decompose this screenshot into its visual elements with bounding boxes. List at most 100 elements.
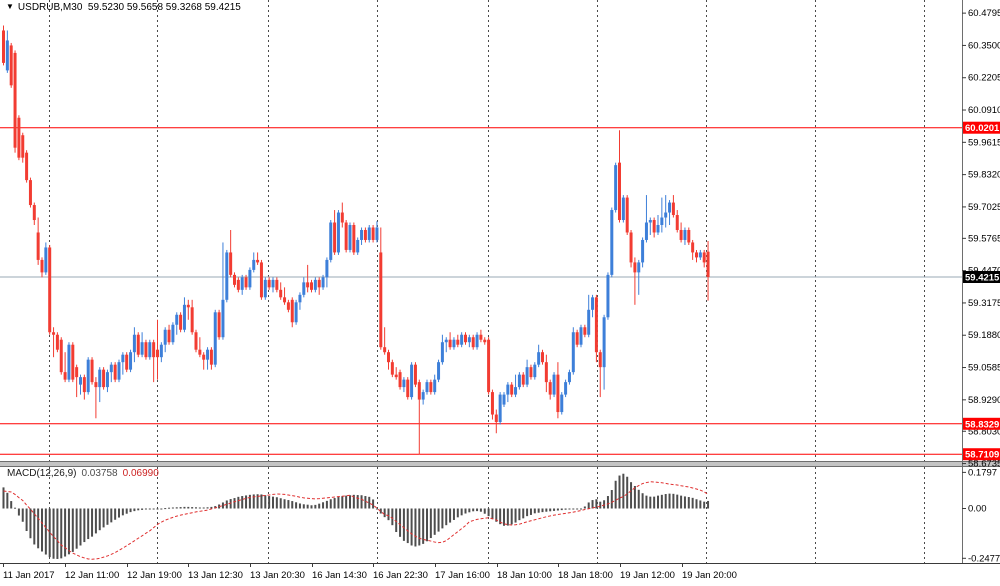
- price-axis-label[interactable]: 59.8320: [968, 170, 1000, 181]
- candle-body: [367, 227, 371, 240]
- candle-body: [487, 339, 491, 393]
- macd-axis-label[interactable]: 0.00: [968, 504, 987, 515]
- macd-histogram-bar: [21, 508, 24, 522]
- candle-body: [240, 277, 244, 290]
- macd-histogram-bar: [568, 508, 571, 510]
- candle-body: [248, 269, 252, 288]
- price-axis-label[interactable]: 60.3500: [968, 40, 1000, 51]
- price-axis-label[interactable]: 59.5765: [968, 233, 1000, 244]
- macd-histogram-bar: [491, 508, 494, 520]
- candle-body: [140, 342, 144, 355]
- time-axis-label[interactable]: 13 Jan 12:30: [188, 570, 243, 581]
- time-axis-label[interactable]: 19 Jan 12:00: [620, 570, 675, 581]
- candle-body: [348, 225, 352, 250]
- time-axis-label[interactable]: 11 Jan 2017: [3, 570, 55, 581]
- candle-body: [333, 222, 337, 253]
- candle-body: [398, 372, 402, 388]
- candle-body: [148, 342, 152, 358]
- time-axis-label[interactable]: 12 Jan 11:00: [65, 570, 119, 581]
- macd-histogram-bar: [514, 508, 517, 523]
- candle-body: [467, 337, 471, 343]
- macd-histogram-bar: [183, 506, 186, 509]
- candle-body: [283, 297, 287, 303]
- macd-histogram-bar: [379, 508, 382, 514]
- candle-body: [494, 414, 498, 423]
- macd-histogram-bar: [48, 508, 51, 558]
- candle-body: [371, 227, 375, 240]
- macd-histogram-bar: [268, 496, 271, 509]
- time-axis-label[interactable]: 18 Jan 18:00: [558, 570, 613, 581]
- candle-body: [698, 252, 702, 258]
- macd-histogram-bar: [456, 508, 459, 518]
- candle-body: [113, 364, 117, 380]
- macd-main-value: 0.03758: [81, 468, 118, 479]
- macd-histogram-bar: [418, 508, 421, 546]
- price-axis-label[interactable]: 60.0910: [968, 105, 1000, 116]
- macd-histogram-bar: [437, 508, 440, 532]
- candle-body: [521, 374, 525, 385]
- candle-body: [152, 342, 156, 358]
- time-axis-label[interactable]: 16 Jan 22:30: [373, 570, 428, 581]
- price-axis-label[interactable]: 58.9290: [968, 395, 1000, 406]
- macd-histogram-bar: [391, 508, 394, 526]
- candle-body: [510, 384, 514, 395]
- time-axis-label[interactable]: 12 Jan 19:00: [127, 570, 182, 581]
- candle-body: [375, 227, 379, 240]
- price-axis-label[interactable]: 58.6735: [968, 459, 1000, 470]
- price-axis-label[interactable]: 58.8030: [968, 426, 1000, 437]
- candle-body: [2, 30, 5, 63]
- price-axis-label[interactable]: 59.9615: [968, 137, 1000, 148]
- macd-histogram-bar: [279, 498, 282, 509]
- pane-splitter-handle[interactable]: [0, 462, 1000, 466]
- macd-histogram-bar: [52, 508, 55, 559]
- candle-body: [202, 354, 206, 360]
- candle-body: [17, 117, 21, 158]
- price-axis-label[interactable]: 60.2205: [968, 73, 1000, 84]
- macd-histogram-bar: [429, 508, 432, 539]
- macd-histogram-bar: [137, 508, 140, 511]
- time-axis-label[interactable]: 17 Jan 16:00: [435, 570, 490, 581]
- candle-body: [263, 279, 267, 298]
- macd-histogram-bar: [603, 500, 606, 509]
- candle-body: [410, 364, 414, 398]
- macd-axis-label[interactable]: -0.24775: [968, 553, 1000, 564]
- candle-body: [641, 239, 645, 263]
- macd-name: MACD(12,26,9): [7, 468, 77, 479]
- macd-signal-value: 0.06990: [122, 468, 159, 479]
- time-axis-label[interactable]: 16 Jan 14:30: [312, 570, 367, 581]
- candle-body: [117, 362, 121, 380]
- macd-histogram-bar: [595, 499, 598, 509]
- price-axis-label[interactable]: 59.1880: [968, 330, 1000, 341]
- macd-histogram-bar: [214, 506, 217, 509]
- macd-histogram-bar: [291, 501, 294, 509]
- macd-histogram-bar: [141, 508, 144, 510]
- candle-body: [67, 344, 71, 380]
- symbol-marker-icon: ▼: [6, 2, 14, 11]
- price-axis-label[interactable]: 59.7025: [968, 202, 1000, 213]
- macd-axis-label[interactable]: 0.1797: [968, 467, 997, 478]
- time-axis-label[interactable]: 18 Jan 10:00: [497, 570, 552, 581]
- macd-histogram-bar: [341, 496, 344, 509]
- candle-body: [225, 252, 229, 300]
- macd-histogram-bar: [479, 508, 482, 512]
- candle-body: [206, 349, 210, 360]
- macd-histogram-bar: [703, 501, 706, 509]
- macd-histogram-bar: [560, 508, 563, 511]
- candle-body: [275, 279, 279, 290]
- time-axis-label[interactable]: 19 Jan 20:00: [682, 570, 737, 581]
- candle-body: [86, 359, 90, 393]
- price-axis-label[interactable]: 59.0585: [968, 363, 1000, 374]
- candle-body: [533, 364, 537, 378]
- macd-histogram-bar: [476, 508, 479, 512]
- macd-histogram-bar: [71, 508, 74, 552]
- candle-body: [706, 251, 710, 277]
- macd-histogram-bar: [206, 507, 209, 509]
- macd-histogram-bar: [110, 508, 113, 523]
- macd-histogram-bar: [618, 475, 621, 509]
- time-axis-label[interactable]: 13 Jan 20:30: [250, 570, 305, 581]
- price-axis-label[interactable]: 59.3175: [968, 298, 1000, 309]
- price-axis-label[interactable]: 60.4795: [968, 8, 1000, 19]
- macd-histogram-bar: [171, 507, 174, 509]
- price-badge-label: 60.0201: [965, 123, 1000, 134]
